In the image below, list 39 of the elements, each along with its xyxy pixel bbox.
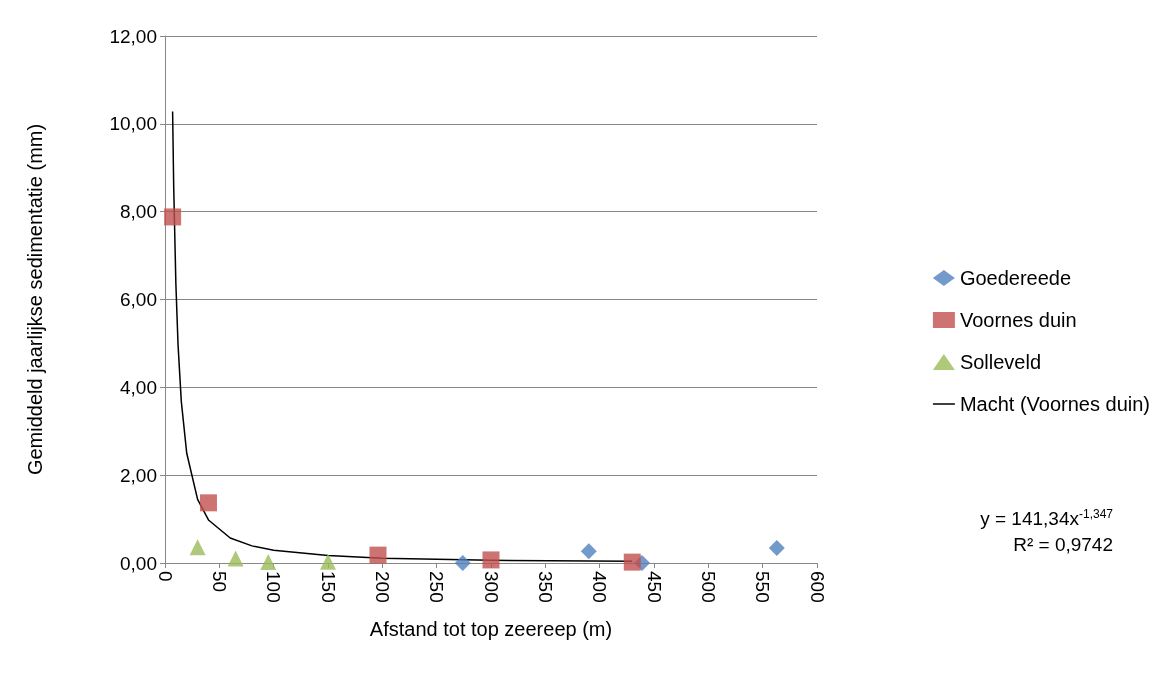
point (623, 553, 641, 571)
point (227, 550, 244, 567)
y-tick-label: 8,00 (120, 201, 157, 223)
x-tick-label: 350 (534, 571, 556, 603)
y-tick-label: 2,00 (120, 464, 157, 486)
legend-label: Voornes duin (959, 309, 1077, 331)
point (320, 553, 336, 570)
x-tick-label: 100 (263, 571, 285, 603)
y-tick-label: 12,00 (109, 25, 157, 47)
y-axis-title: Gemiddeld jaarlijkse sedimentatie (mm) (24, 123, 46, 476)
y-tick-label: 0,00 (120, 552, 157, 574)
x-tick-label: 50 (208, 571, 230, 593)
x-tick-label: 600 (806, 571, 828, 603)
y-tick-label: 10,00 (109, 113, 157, 135)
point (482, 551, 500, 569)
y-tick-label: 4,00 (120, 376, 157, 398)
x-tick-label: 300 (480, 571, 502, 603)
legend-label: Goedereede (959, 267, 1072, 289)
x-tick-label: 500 (697, 571, 719, 603)
x-tick-label: 550 (752, 571, 774, 603)
point (199, 494, 217, 512)
point (260, 554, 277, 571)
point (580, 543, 597, 560)
x-tick-label: 150 (317, 571, 339, 603)
legend-label: Macht (Voornes duin) (959, 393, 1151, 415)
y-tick-label: 6,00 (120, 289, 157, 310)
x-tick-label: 200 (371, 571, 393, 603)
point (768, 540, 785, 557)
point (454, 555, 471, 571)
x-tick-label: 0 (154, 571, 176, 582)
text: R² = 0,9742 (1013, 534, 1114, 555)
x-axis-title: Afstand tot top zeereep (m) (369, 618, 613, 640)
x-tick-label: 450 (643, 571, 665, 603)
x-tick-label: 250 (426, 571, 448, 603)
legend-label: Solleveld (959, 351, 1042, 373)
point (369, 546, 387, 564)
point (164, 208, 182, 226)
point (189, 539, 206, 556)
x-tick-label: 400 (589, 571, 611, 603)
